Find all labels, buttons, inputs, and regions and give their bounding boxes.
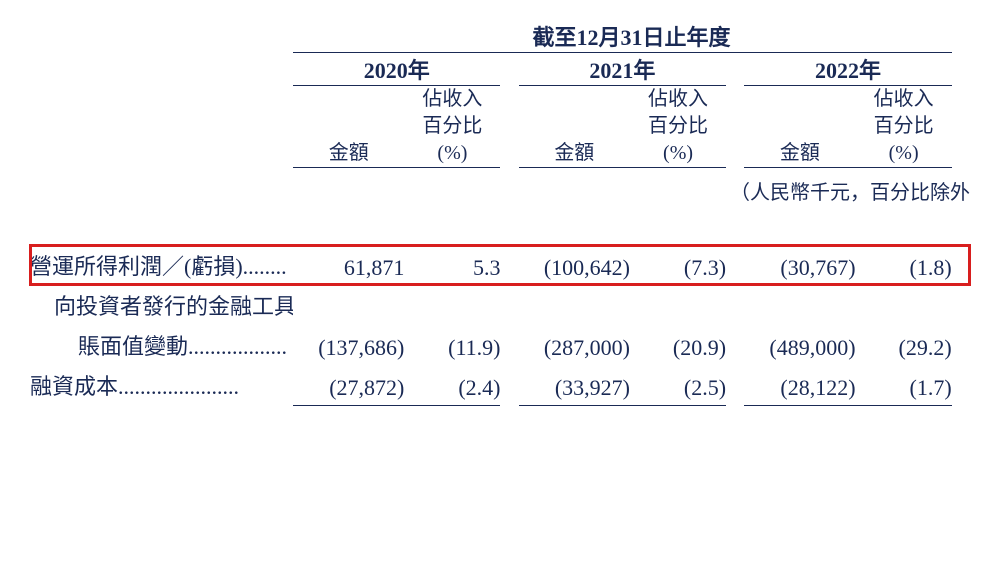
col-pct-2021: 佔收入 百分比 (%) bbox=[630, 86, 726, 168]
cell-2021-amt: (287,000) bbox=[519, 325, 630, 365]
col-amount-2021: 金額 bbox=[519, 86, 630, 168]
financial-table-page: 截至12月31日止年度 2020年 2021年 2022年 金額 佔收入 百分比… bbox=[0, 0, 990, 426]
cell-2022-amt: (30,767) bbox=[744, 245, 855, 285]
row-label: 營運所得利潤／(虧損)........ bbox=[30, 245, 293, 285]
super-header-row: 截至12月31日止年度 bbox=[30, 20, 970, 52]
row-finance-cost: 融資成本...................... (27,872) (2.4… bbox=[30, 365, 970, 405]
cell-2021-amt: (100,642) bbox=[519, 245, 630, 285]
row-investor-instruments-heading: 向投資者發行的金融工具的 bbox=[30, 285, 970, 325]
year-header-row: 2020年 2021年 2022年 bbox=[30, 53, 970, 86]
cell-2020-amt: (137,686) bbox=[293, 325, 404, 365]
cell-2021-amt: (33,927) bbox=[519, 365, 630, 405]
cell-2020-amt: (27,872) bbox=[293, 365, 404, 405]
super-header: 截至12月31日止年度 bbox=[293, 20, 970, 52]
cell-2021-pct: (2.5) bbox=[630, 365, 726, 405]
year-2021: 2021年 bbox=[519, 53, 726, 86]
cell-2022-pct: (1.7) bbox=[856, 365, 952, 405]
cell-2022-pct: (1.8) bbox=[856, 245, 952, 285]
cell-2022-pct: (29.2) bbox=[856, 325, 952, 365]
row-label: 賬面值變動.................. bbox=[30, 325, 293, 365]
col-pct-2020: 佔收入 百分比 (%) bbox=[404, 86, 500, 168]
unit-note: （人民幣千元，百分比除外 bbox=[293, 168, 970, 246]
cell-2020-pct: (2.4) bbox=[404, 365, 500, 405]
cell-2020-amt: 61,871 bbox=[293, 245, 404, 285]
cell-2022-amt: (489,000) bbox=[744, 325, 855, 365]
sub-header-row: 金額 佔收入 百分比 (%) 金額 佔收入 百分比 (%) 金額 佔收入 百分比… bbox=[30, 86, 970, 168]
unit-note-row: （人民幣千元，百分比除外 bbox=[30, 168, 970, 246]
row-fair-value-change: 賬面值變動.................. (137,686) (11.9)… bbox=[30, 325, 970, 365]
year-2020: 2020年 bbox=[293, 53, 500, 86]
financial-table: 截至12月31日止年度 2020年 2021年 2022年 金額 佔收入 百分比… bbox=[30, 20, 970, 406]
row-operating-profit-loss: 營運所得利潤／(虧損)........ 61,871 5.3 (100,642)… bbox=[30, 245, 970, 285]
row-label: 融資成本...................... bbox=[30, 365, 293, 405]
year-2022: 2022年 bbox=[744, 53, 951, 86]
cell-2020-pct: (11.9) bbox=[404, 325, 500, 365]
col-pct-2022: 佔收入 百分比 (%) bbox=[856, 86, 952, 168]
cell-2020-pct: 5.3 bbox=[404, 245, 500, 285]
cell-2021-pct: (20.9) bbox=[630, 325, 726, 365]
col-amount-2020: 金額 bbox=[293, 86, 404, 168]
col-amount-2022: 金額 bbox=[744, 86, 855, 168]
bottom-rule bbox=[30, 405, 970, 406]
row-label: 向投資者發行的金融工具的 bbox=[30, 285, 293, 325]
cell-2021-pct: (7.3) bbox=[630, 245, 726, 285]
cell-2022-amt: (28,122) bbox=[744, 365, 855, 405]
